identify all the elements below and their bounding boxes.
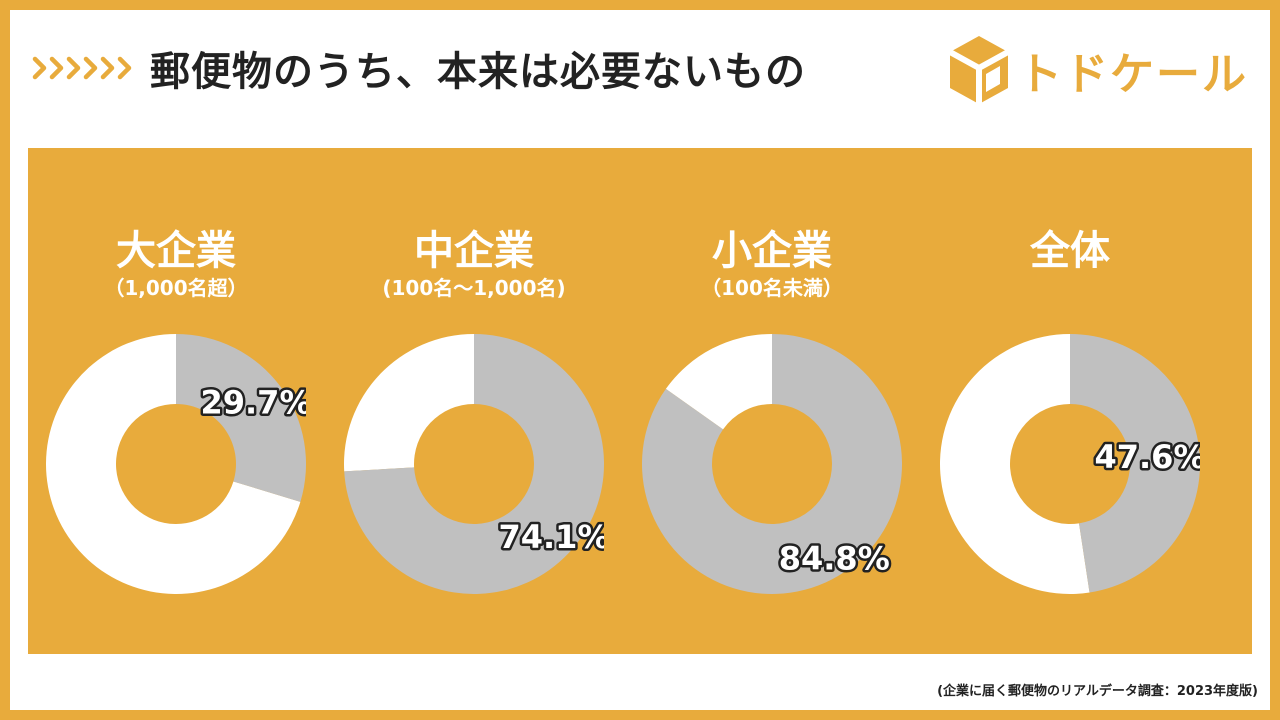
donut-slice-remainder <box>940 334 1090 594</box>
chart-group: 中企業 (100名～1,000名) 74.1% <box>324 148 624 654</box>
page-title: 郵便物のうち、本来は必要ないもの <box>150 49 806 95</box>
donut-slice-value <box>1070 334 1200 593</box>
chevron-group <box>32 53 138 83</box>
chevron-right-icon <box>32 56 47 80</box>
chart-subtitle: （100名未満） <box>701 276 843 300</box>
data-label: 47.6% <box>1094 438 1200 476</box>
chart-title: 全体 <box>1030 228 1110 274</box>
donut-slice-remainder <box>344 334 474 472</box>
donut-slice-remainder <box>665 334 772 430</box>
chart-panel: 大企業 （1,000名超） 29.7% 中企業 (100名～1,000名) 74.1% 小企… <box>28 148 1252 654</box>
chart-subtitle: (100名～1,000名) <box>382 276 566 300</box>
chevron-right-icon <box>49 56 64 80</box>
chevron-right-icon <box>100 56 115 80</box>
donut-slice-value <box>176 334 306 502</box>
donut-chart: 47.6% <box>940 334 1200 594</box>
title-row: 郵便物のうち、本来は必要ないもの <box>32 36 806 100</box>
donut-chart: 84.8% <box>642 334 902 594</box>
footnote: (企業に届く郵便物のリアルデータ調査：2023年度版) <box>937 684 1258 699</box>
chevron-right-icon <box>117 56 132 80</box>
logo-text: トドケール <box>1018 49 1248 100</box>
chart-title: 中企業 <box>414 228 534 274</box>
box-logo-icon <box>948 36 1010 104</box>
chevron-right-icon <box>32 56 132 80</box>
data-label: 29.7% <box>200 383 306 421</box>
chevron-right-icon <box>66 56 81 80</box>
chart-group: 大企業 （1,000名超） 29.7% <box>26 148 326 654</box>
chart-subtitle: （1,000名超） <box>104 276 248 300</box>
donut-slice-value <box>344 334 604 594</box>
data-label: 84.8% <box>779 539 890 577</box>
logo: トドケール <box>948 32 1248 108</box>
chart-group: 小企業 （100名未満） 84.8% <box>622 148 922 654</box>
donut-slice-remainder <box>46 334 301 594</box>
donut-chart: 29.7% <box>46 334 306 594</box>
card: 郵便物のうち、本来は必要ないもの トドケール 大企業 （1,000名超） 29.7%… <box>10 10 1270 710</box>
donut-slice-value <box>642 334 902 594</box>
chevron-right-icon <box>83 56 98 80</box>
donut-chart: 74.1% <box>344 334 604 594</box>
chart-title: 大企業 <box>116 228 236 274</box>
chart-title: 小企業 <box>712 228 832 274</box>
data-label: 74.1% <box>498 518 604 556</box>
chart-group: 全体 47.6% <box>920 148 1220 654</box>
